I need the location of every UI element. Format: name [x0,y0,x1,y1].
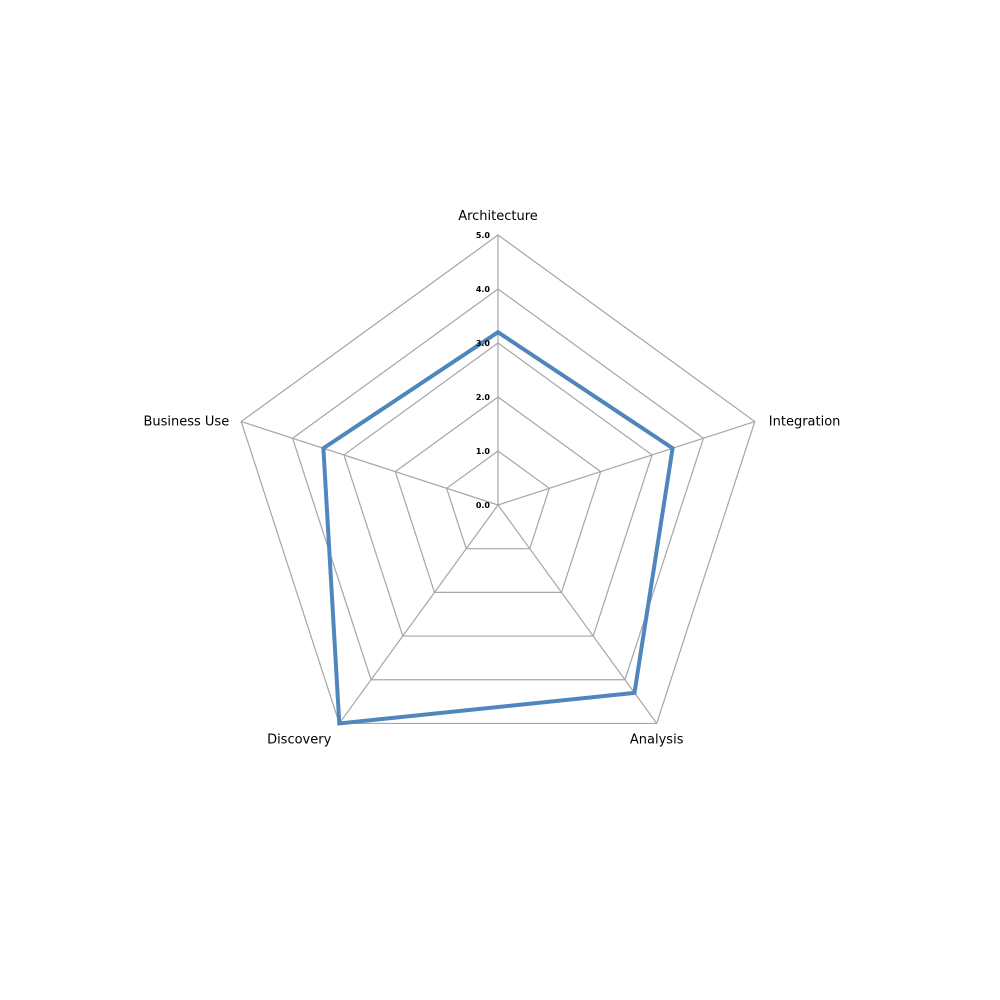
grid-ring [240,234,756,725]
category-label: Architecture [458,209,538,224]
category-label: Analysis [630,732,684,747]
series-line [321,329,675,726]
category-label: Business Use [143,415,229,430]
grid [240,234,756,725]
tick-label: 3.0 [476,339,491,348]
grid-ring [394,396,602,593]
tick-label: 5.0 [476,231,491,240]
grid-ring [445,450,551,550]
tick-labels: 0.0 1.0 2.0 3.0 4.0 5.0 [476,231,491,510]
tick-label: 2.0 [476,393,491,402]
category-label: Discovery [267,732,332,747]
axis-spoke [497,504,658,724]
category-label: Integration [769,415,841,430]
axis-spoke [338,504,499,724]
tick-label: 1.0 [476,447,491,456]
grid-ring [343,342,653,637]
axis-spoke [497,420,755,506]
tick-label: 0.0 [476,501,491,510]
grid-ring [291,288,705,681]
axis-labels: Architecture Integration Analysis Discovery… [143,209,840,747]
axis-spoke [241,420,499,506]
tick-label: 4.0 [476,285,491,294]
series-layer [321,329,675,726]
